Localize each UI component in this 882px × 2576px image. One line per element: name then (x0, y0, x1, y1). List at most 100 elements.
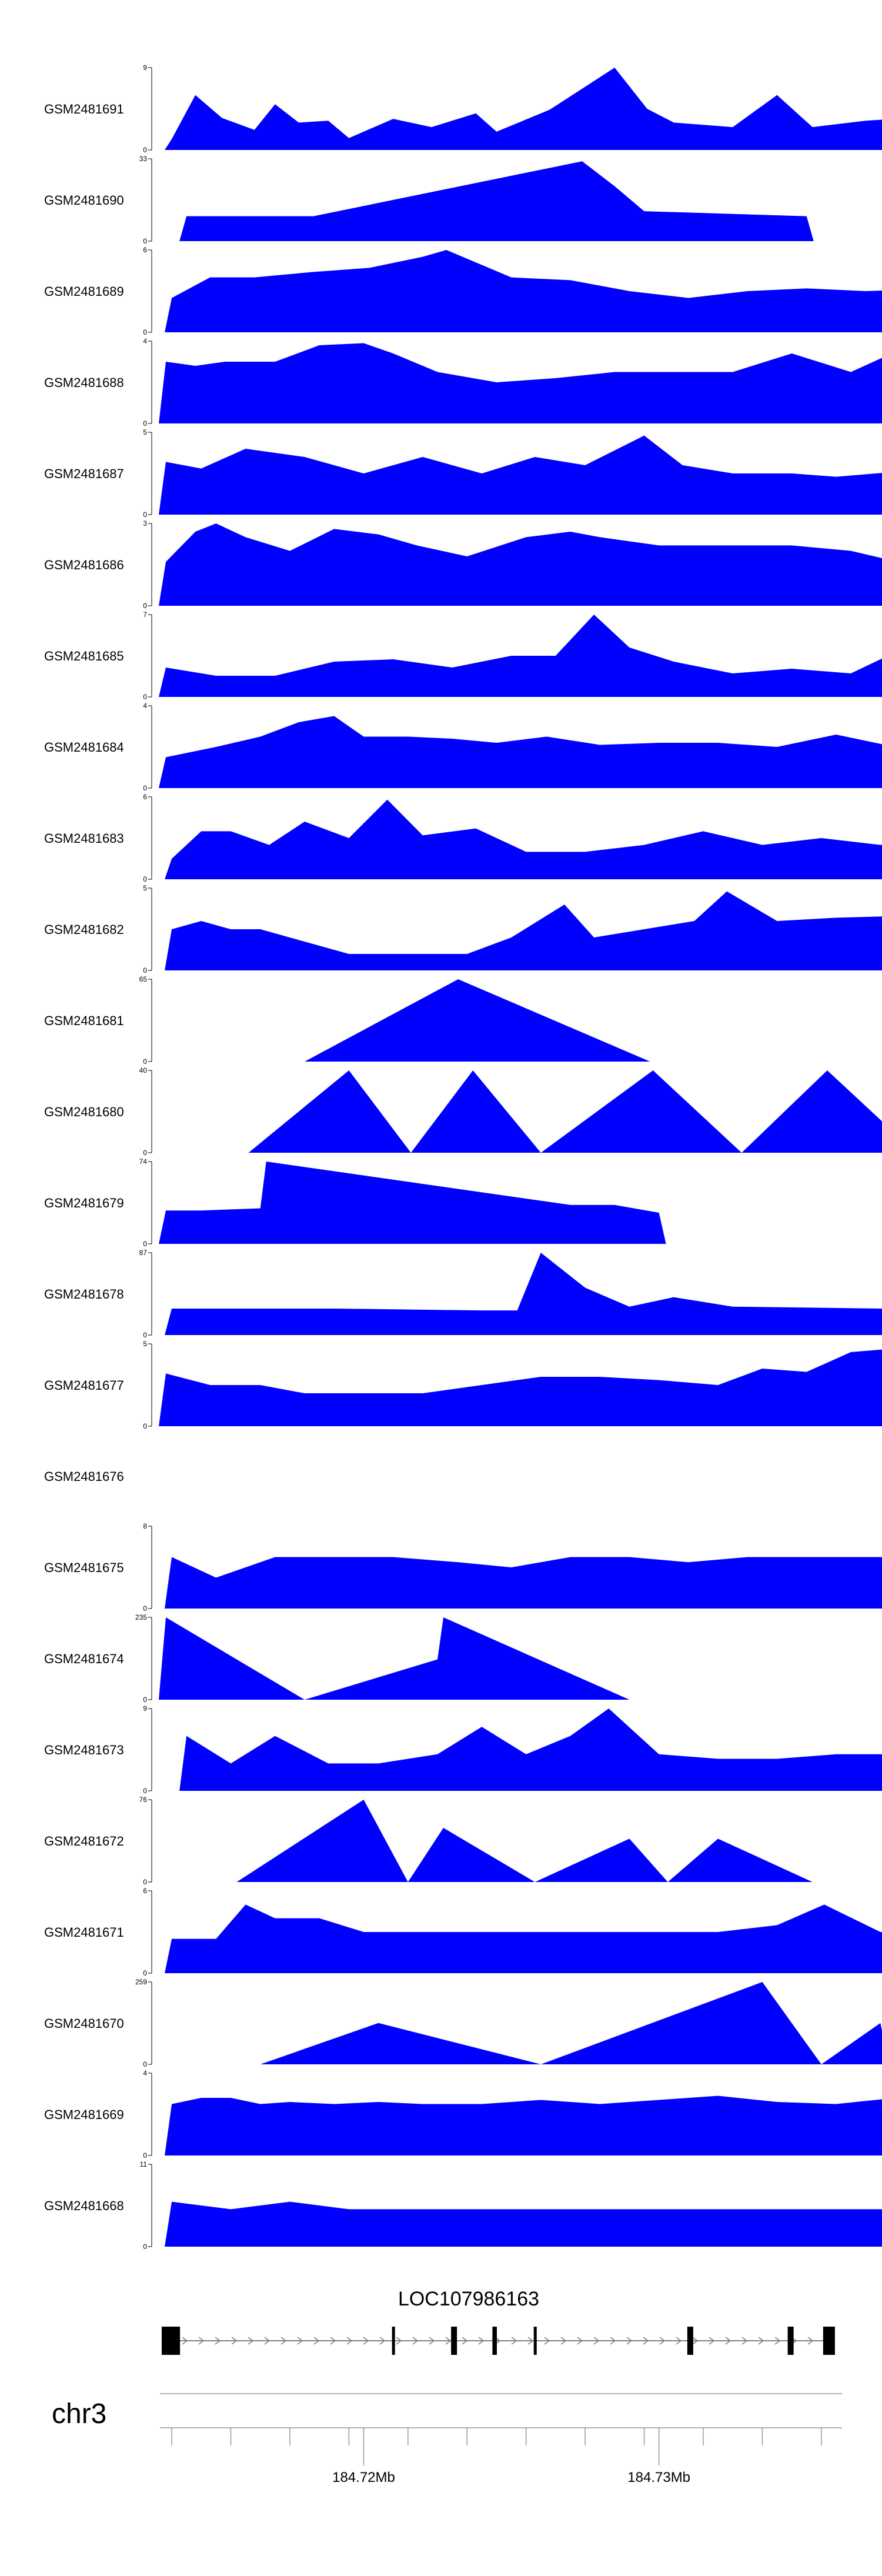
coverage-area (229, 1800, 820, 1882)
track-label: GSM2481691 (44, 102, 124, 116)
track-label: GSM2481682 (44, 922, 124, 937)
strand-arrow (198, 2337, 205, 2345)
strand-arrow (643, 2337, 649, 2345)
y-zero-label: 0 (143, 1696, 147, 1704)
strand-arrow (774, 2337, 781, 2345)
y-max-label: 7 (143, 610, 147, 619)
y-zero-label: 0 (143, 2060, 147, 2068)
track-GSM2481691: GSM2481691 9 0 (44, 64, 882, 154)
track-GSM2481685: GSM2481685 7 0 (44, 610, 882, 701)
strand-arrow (429, 2337, 435, 2345)
strand-arrow (462, 2337, 468, 2345)
strand-arrow (182, 2337, 188, 2345)
coverage-area (165, 2095, 882, 2155)
track-GSM2481680: GSM2481680 40 0 (44, 1066, 882, 1157)
track-label: GSM2481680 (44, 1105, 124, 1119)
coverage-area (159, 1162, 666, 1244)
y-zero-label: 0 (143, 146, 147, 154)
y-zero-label: 0 (143, 1878, 147, 1886)
track-GSM2481674: GSM2481674 235 0 (44, 1613, 637, 1704)
coverage-area (165, 891, 882, 970)
coverage-area (159, 615, 882, 697)
gene-model: LOC107986163 (162, 2288, 835, 2355)
y-max-label: 4 (143, 337, 147, 345)
coverage-area (159, 523, 882, 606)
coverage-area (159, 343, 882, 423)
y-zero-label: 0 (143, 2243, 147, 2251)
y-zero-label: 0 (143, 693, 147, 701)
y-max-label: 6 (143, 793, 147, 801)
coverage-area (179, 1709, 882, 1791)
strand-arrow (346, 2337, 353, 2345)
track-label: GSM2481669 (44, 2107, 124, 2122)
y-max-label: 5 (143, 1340, 147, 1348)
track-GSM2481675: GSM2481675 8 0 (44, 1522, 882, 1613)
y-zero-label: 0 (143, 510, 147, 519)
track-GSM2481686: GSM2481686 3 0 (44, 519, 882, 610)
strand-arrow (297, 2337, 303, 2345)
y-max-label: 40 (139, 1066, 148, 1075)
strand-arrow (676, 2337, 682, 2345)
y-zero-label: 0 (143, 1422, 147, 1430)
strand-arrow (363, 2337, 369, 2345)
coverage-area (253, 1982, 882, 2064)
strand-arrow (758, 2337, 764, 2345)
track-GSM2481689: GSM2481689 6 0 (44, 246, 882, 336)
track-label: GSM2481674 (44, 1651, 124, 1666)
exon (492, 2327, 497, 2355)
coverage-area (165, 2201, 882, 2247)
y-zero-label: 0 (143, 2151, 147, 2160)
coverage-area (165, 1253, 882, 1335)
track-label: GSM2481690 (44, 193, 124, 208)
coverage-area (159, 435, 882, 515)
track-label: GSM2481685 (44, 649, 124, 663)
y-zero-label: 0 (143, 602, 147, 610)
y-zero-label: 0 (143, 1331, 147, 1339)
y-max-label: 74 (139, 1157, 148, 1166)
strand-arrow (412, 2337, 419, 2345)
exon (392, 2327, 395, 2355)
track-label: GSM2481677 (44, 1378, 124, 1393)
strand-arrow (725, 2337, 731, 2345)
track-label: GSM2481686 (44, 558, 124, 572)
exon (533, 2327, 537, 2355)
strand-arrow (560, 2337, 567, 2345)
track-label: GSM2481672 (44, 1834, 124, 1848)
axis-coordinate-label: 184.73Mb (627, 2470, 690, 2485)
y-max-label: 5 (143, 884, 147, 892)
y-max-label: 65 (139, 975, 148, 983)
exon (823, 2327, 835, 2355)
track-GSM2481671: GSM2481671 6 0 (44, 1887, 882, 1977)
track-label: GSM2481676 (44, 1469, 124, 1484)
y-max-label: 3 (143, 519, 147, 528)
strand-arrow (313, 2337, 320, 2345)
track-GSM2481679: GSM2481679 74 0 (44, 1157, 666, 1248)
exon (687, 2327, 693, 2355)
strand-arrow (511, 2337, 517, 2345)
exon (162, 2327, 181, 2355)
coverage-area (298, 979, 657, 1062)
track-GSM2481687: GSM2481687 5 0 (44, 428, 882, 519)
genome-axis: chr3 184.72Mb 184.73Mb (52, 2393, 842, 2485)
track-GSM2481683: GSM2481683 6 0 (44, 793, 882, 883)
track-label: GSM2481678 (44, 1287, 124, 1302)
y-zero-label: 0 (143, 328, 147, 336)
y-max-label: 8 (143, 1522, 147, 1530)
track-GSM2481669: GSM2481669 4 0 (44, 2069, 882, 2160)
exon (451, 2327, 457, 2355)
track-label: GSM2481670 (44, 2016, 124, 2031)
strand-arrow (396, 2337, 402, 2345)
y-max-label: 9 (143, 64, 147, 72)
y-zero-label: 0 (143, 966, 147, 975)
strand-arrow (527, 2337, 534, 2345)
y-max-label: 6 (143, 246, 147, 254)
strand-arrow (610, 2337, 616, 2345)
coverage-area (159, 1349, 882, 1426)
y-zero-label: 0 (143, 875, 147, 883)
track-GSM2481672: GSM2481672 76 0 (44, 1796, 820, 1886)
y-max-label: 6 (143, 1887, 147, 1895)
y-zero-label: 0 (143, 1240, 147, 1248)
exon (787, 2327, 794, 2355)
strand-arrow (593, 2337, 600, 2345)
track-label: GSM2481668 (44, 2198, 124, 2213)
